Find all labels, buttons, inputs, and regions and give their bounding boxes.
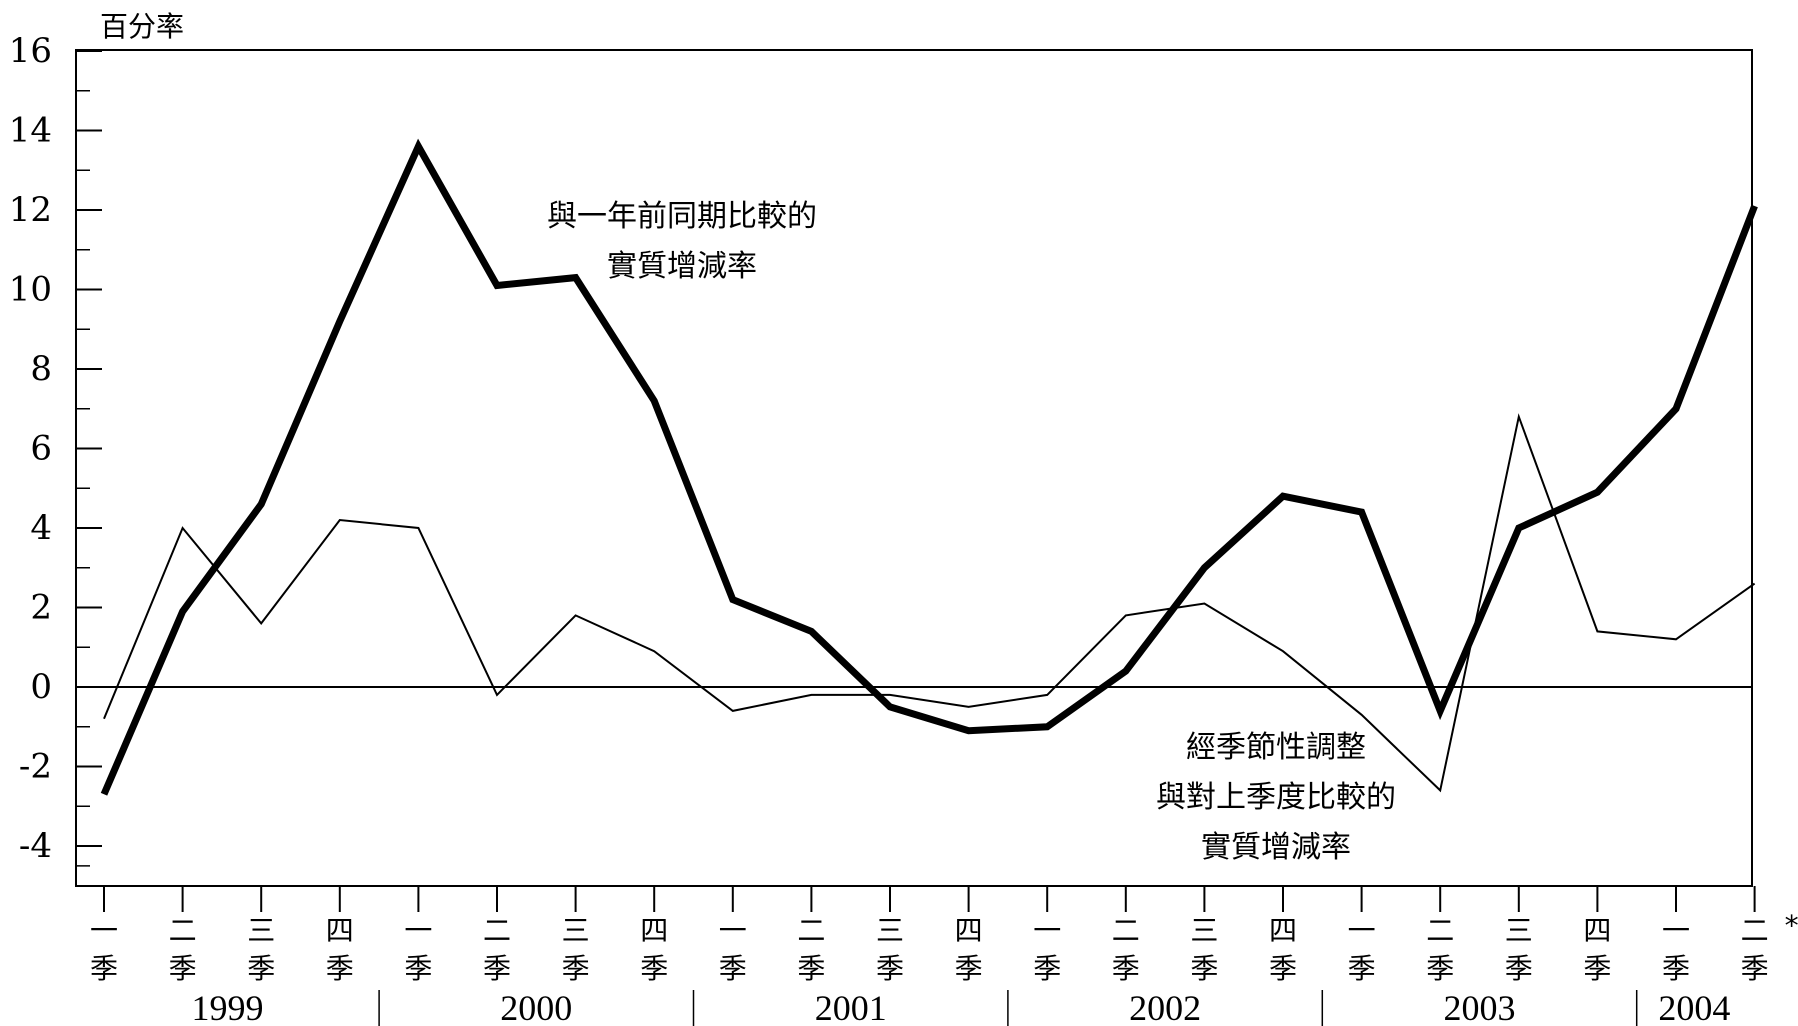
quarter-label: 四 — [326, 914, 354, 947]
quarter-suffix: 季 — [90, 952, 118, 985]
quarter-suffix: 季 — [719, 952, 747, 985]
quarter-suffix: 季 — [1112, 952, 1140, 985]
quarter-label: 二 — [483, 914, 511, 947]
quarter-label: 三 — [1190, 914, 1218, 947]
yoy-growth-line — [100, 138, 1758, 796]
quarter-label: 四 — [955, 914, 983, 947]
quarter-label: 三 — [1505, 914, 1533, 947]
y-tick-label: 12 — [9, 190, 52, 230]
series-label-line: 與一年前同期比較的 — [547, 199, 817, 234]
quarter-label: 一 — [1348, 914, 1376, 947]
quarter-suffix: 季 — [247, 952, 275, 985]
y-tick-label: 16 — [9, 31, 52, 71]
quarter-suffix: 季 — [876, 952, 904, 985]
y-tick-label: -2 — [19, 747, 52, 787]
quarter-suffix: 季 — [1583, 952, 1611, 985]
axes-group: 16 14 12 10 8 6 4 2 0 -2 -4 — [9, 31, 1752, 887]
quarter-label: 一 — [1033, 914, 1061, 947]
series-label-line: 經季節性調整 — [1186, 730, 1366, 765]
y-tick-label: 14 — [9, 111, 52, 151]
series-label-line: 與對上季度比較的 — [1156, 780, 1396, 815]
year-label: 2004 — [1658, 988, 1730, 1026]
quarter-suffix: 季 — [955, 952, 983, 985]
quarter-label: 一 — [404, 914, 432, 947]
quarter-suffix: 季 — [1426, 952, 1454, 985]
quarter-suffix: 季 — [1348, 952, 1376, 985]
quarter-suffix: 季 — [326, 952, 354, 985]
quarter-suffix: 季 — [483, 952, 511, 985]
y-tick-label: 4 — [30, 508, 52, 548]
y-tick-label: 10 — [9, 270, 52, 310]
quarter-label: 三 — [562, 914, 590, 947]
quarter-label: 三 — [876, 914, 904, 947]
quarter-suffix: 季 — [562, 952, 590, 985]
year-label: 2002 — [1129, 988, 1201, 1026]
year-label: 2003 — [1444, 988, 1516, 1026]
year-label: 2000 — [500, 988, 572, 1026]
qoq-growth-line — [103, 413, 1756, 793]
year-label: 1999 — [192, 988, 264, 1026]
y-axis-label: 百分率 — [100, 10, 184, 43]
quarter-label: 四 — [640, 914, 668, 947]
y-tick-label: 8 — [30, 349, 52, 389]
quarter-suffix: 季 — [1190, 952, 1218, 985]
quarter-label: 一 — [90, 914, 118, 947]
y-tick-label: 2 — [30, 588, 52, 628]
series-group — [100, 138, 1758, 796]
series-label-line: 實質增減率 — [607, 249, 757, 284]
plot-frame — [75, 49, 1753, 887]
quarter-label: 二 — [1741, 914, 1769, 947]
quarter-label: 四 — [1583, 914, 1611, 947]
quarter-label: 一 — [719, 914, 747, 947]
quarter-suffix: 季 — [1662, 952, 1690, 985]
provisional-marker: * — [1785, 909, 1798, 942]
quarter-label: 一 — [1662, 914, 1690, 947]
quarter-suffix: 季 — [169, 952, 197, 985]
quarter-suffix: 季 — [404, 952, 432, 985]
quarter-label: 二 — [169, 914, 197, 947]
x-axis-group: 一季二季三季四季一季二季三季四季一季二季三季四季一季二季三季四季一季二季三季四季… — [90, 886, 1798, 1026]
quarter-suffix: 季 — [1741, 952, 1769, 985]
quarter-suffix: 季 — [797, 952, 825, 985]
series-label-line: 實質增減率 — [1201, 830, 1351, 865]
quarter-suffix: 季 — [1033, 952, 1061, 985]
quarter-suffix: 季 — [1505, 952, 1533, 985]
y-tick-label: -4 — [19, 826, 52, 866]
quarter-label: 二 — [1112, 914, 1140, 947]
quarter-label: 三 — [247, 914, 275, 947]
quarter-label: 二 — [797, 914, 825, 947]
quarter-label: 四 — [1269, 914, 1297, 947]
y-tick-label: 6 — [30, 429, 52, 469]
y-tick-label: 0 — [30, 667, 52, 707]
quarter-suffix: 季 — [1269, 952, 1297, 985]
quarter-label: 二 — [1426, 914, 1454, 947]
quarter-suffix: 季 — [640, 952, 668, 985]
year-label: 2001 — [815, 988, 887, 1026]
